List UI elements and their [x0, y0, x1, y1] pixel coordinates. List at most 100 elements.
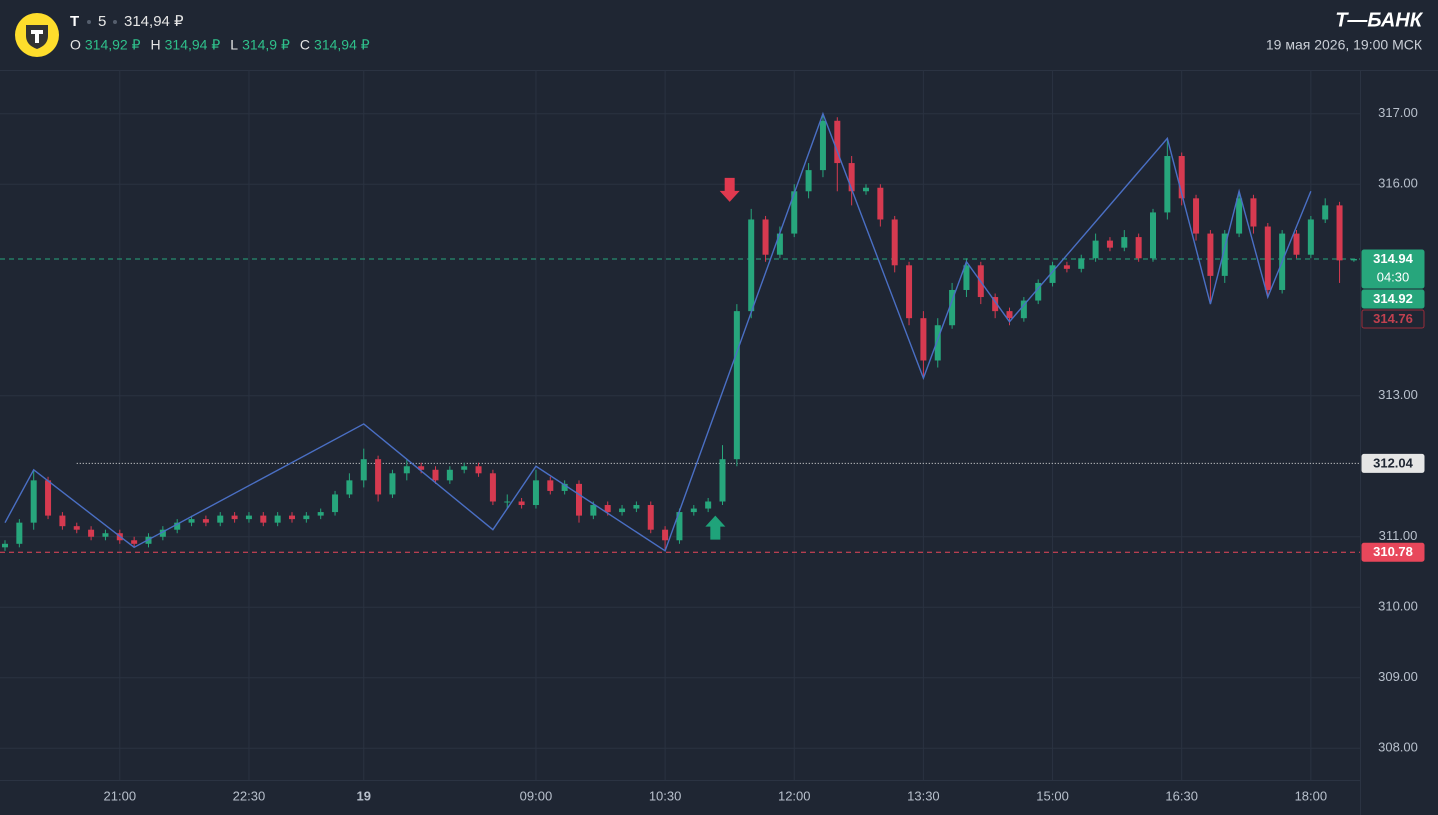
candle-body [446, 469, 453, 481]
axis-price-box [1361, 542, 1425, 562]
candle-body [805, 170, 812, 192]
candle-body [1020, 300, 1027, 319]
candle-body [762, 219, 769, 255]
candle-body [719, 459, 726, 502]
axis-price-box [1361, 289, 1425, 309]
ohlc-value: 314,92 ₽ [85, 37, 141, 53]
candle-body [963, 265, 970, 290]
brand: Т—БАНК [1335, 9, 1424, 31]
ohlc-key: L [230, 37, 238, 53]
axis-price-label: 314.92 [1373, 291, 1413, 306]
candle-body [30, 480, 37, 523]
candle-body [776, 233, 783, 255]
candle-body [1035, 282, 1042, 301]
candle-body [518, 501, 525, 506]
logo [15, 13, 59, 57]
candle-body [891, 219, 898, 266]
candle-body [949, 289, 956, 326]
axis-price-label: 314.94 [1373, 251, 1414, 266]
candle-body [690, 508, 697, 513]
x-tick-label: 10:30 [649, 788, 682, 803]
axis-price-label: 312.04 [1373, 455, 1414, 470]
x-tick-label: 18:00 [1295, 788, 1328, 803]
signal-arrow [719, 177, 740, 202]
candle-body [848, 163, 855, 192]
candle-body [1193, 198, 1200, 234]
candle-body [1063, 265, 1070, 269]
candle-body [332, 494, 339, 513]
x-tick-label: 15:00 [1036, 788, 1069, 803]
candle-body [375, 459, 382, 495]
zigzag-line [4, 111, 1312, 552]
signal-arrow [705, 515, 726, 540]
candle-body [1207, 233, 1214, 276]
candle-body [317, 512, 324, 516]
candle-body [877, 187, 884, 220]
candle-body [733, 311, 740, 460]
candle-body [461, 466, 468, 470]
candle-body [705, 501, 712, 509]
ohlc-key: H [151, 37, 161, 53]
x-tick-label: 09:00 [520, 788, 553, 803]
candle-body [1336, 205, 1343, 261]
candle-body [1307, 219, 1314, 255]
axis-price-label: 314.76 [1373, 311, 1413, 326]
axis-price-box [1361, 309, 1425, 329]
candle-body [260, 515, 267, 523]
candle-body [217, 515, 224, 523]
candle-body [561, 483, 568, 491]
ohlc-key: C [300, 37, 310, 53]
candle-body [1121, 237, 1128, 248]
candle-body [1049, 265, 1056, 283]
candle-body [1078, 258, 1085, 269]
candle-body [432, 469, 439, 481]
candle-body [920, 318, 927, 361]
candle-body [231, 515, 238, 520]
candle-body [418, 466, 425, 470]
candle-body [2, 543, 8, 548]
candle-body [303, 515, 310, 520]
candle-body [604, 505, 611, 513]
candle-body [59, 515, 66, 527]
y-tick-label: 317.00 [1378, 105, 1418, 120]
candle-body [576, 483, 582, 516]
candle-body [188, 519, 195, 523]
x-tick-label: 21:00 [104, 788, 137, 803]
candle-body [748, 219, 755, 312]
candle-body [1135, 237, 1142, 259]
candle-body [489, 473, 496, 502]
y-tick-label: 310.00 [1378, 599, 1418, 614]
candle-body [819, 120, 826, 171]
x-tick-label: 13:30 [907, 788, 940, 803]
x-tick-label: 16:30 [1165, 788, 1198, 803]
candle-body [791, 191, 798, 234]
candle-body [647, 505, 654, 530]
candle-body [389, 473, 396, 495]
candle-body [346, 480, 353, 495]
candle-body [360, 459, 367, 481]
candle-body [992, 297, 999, 312]
candle-body [131, 540, 138, 544]
candle-body [1250, 198, 1257, 227]
candle-body [934, 325, 941, 361]
candle-body [662, 529, 669, 541]
x-tick-label: 12:00 [778, 788, 811, 803]
candle-body [159, 529, 166, 537]
candle-body [676, 512, 683, 541]
ohlc-value: 314,9 ₽ [242, 37, 290, 53]
x-tick-label: 19 [357, 788, 371, 803]
axis-price-box [1361, 249, 1425, 289]
candle-body [289, 515, 295, 520]
candle-body [45, 480, 52, 516]
header: T 5 314,94 ₽ Т—БАНК 19 мая 2026, 19:00 М… [70, 9, 1424, 52]
candle-body [174, 522, 181, 530]
y-tick-label: 313.00 [1378, 387, 1418, 402]
candle-body [1092, 240, 1099, 259]
x-tick-label: 22:30 [233, 788, 266, 803]
candle-body [1178, 156, 1185, 199]
axis-price-box [1361, 453, 1425, 473]
candle-body [202, 519, 209, 523]
candle-body [633, 505, 640, 509]
